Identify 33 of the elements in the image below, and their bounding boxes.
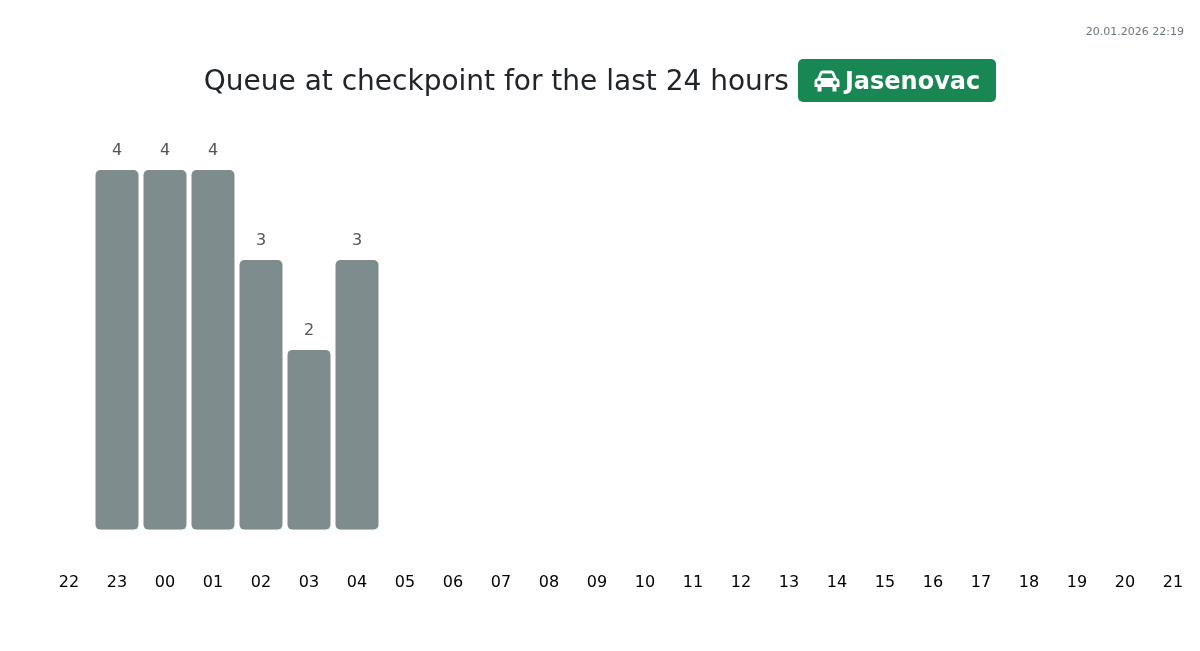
text: 20.01.2026 22:19: [1085, 25, 1184, 39]
x-tick-label: 07: [490, 571, 512, 591]
x-tick-label: 06: [442, 571, 464, 591]
x-tick-label: 11: [682, 571, 704, 591]
x-tick-label: 12: [730, 571, 752, 591]
x-tick-label: 02: [250, 571, 272, 591]
x-tick-label: 08: [538, 571, 560, 591]
x-tick-label: 15: [874, 571, 896, 591]
x-tick-label: 21: [1162, 571, 1184, 591]
data-label: 3: [351, 230, 363, 250]
data-label: 4: [159, 140, 171, 160]
x-tick-label: 18: [1018, 571, 1040, 591]
x-tick-label: 00: [154, 571, 176, 591]
chart-title: Queue at checkpoint for the last 24 hours: [203, 64, 789, 97]
x-tick-label: 01: [202, 571, 224, 591]
x-tick-label: 22: [58, 571, 80, 591]
x-tick-label: 23: [106, 571, 128, 591]
x-tick-label: 09: [586, 571, 608, 591]
data-label: 2: [303, 320, 315, 340]
x-tick-label: 19: [1066, 571, 1088, 591]
data-label: 4: [111, 140, 123, 160]
x-tick-label: 20: [1114, 571, 1136, 591]
data-label: 3: [255, 230, 267, 250]
x-tick-label: 05: [394, 571, 416, 591]
x-tick-label: 17: [970, 571, 992, 591]
chart-subtitle: Jasenovac: [844, 66, 981, 95]
x-tick-label: 03: [298, 571, 320, 591]
data-label: 4: [207, 140, 219, 160]
x-tick-label: 14: [826, 571, 848, 591]
x-tick-label: 10: [634, 571, 656, 591]
x-tick-label: 16: [922, 571, 944, 591]
x-tick-label: 13: [778, 571, 800, 591]
x-tick-label: 04: [346, 571, 368, 591]
